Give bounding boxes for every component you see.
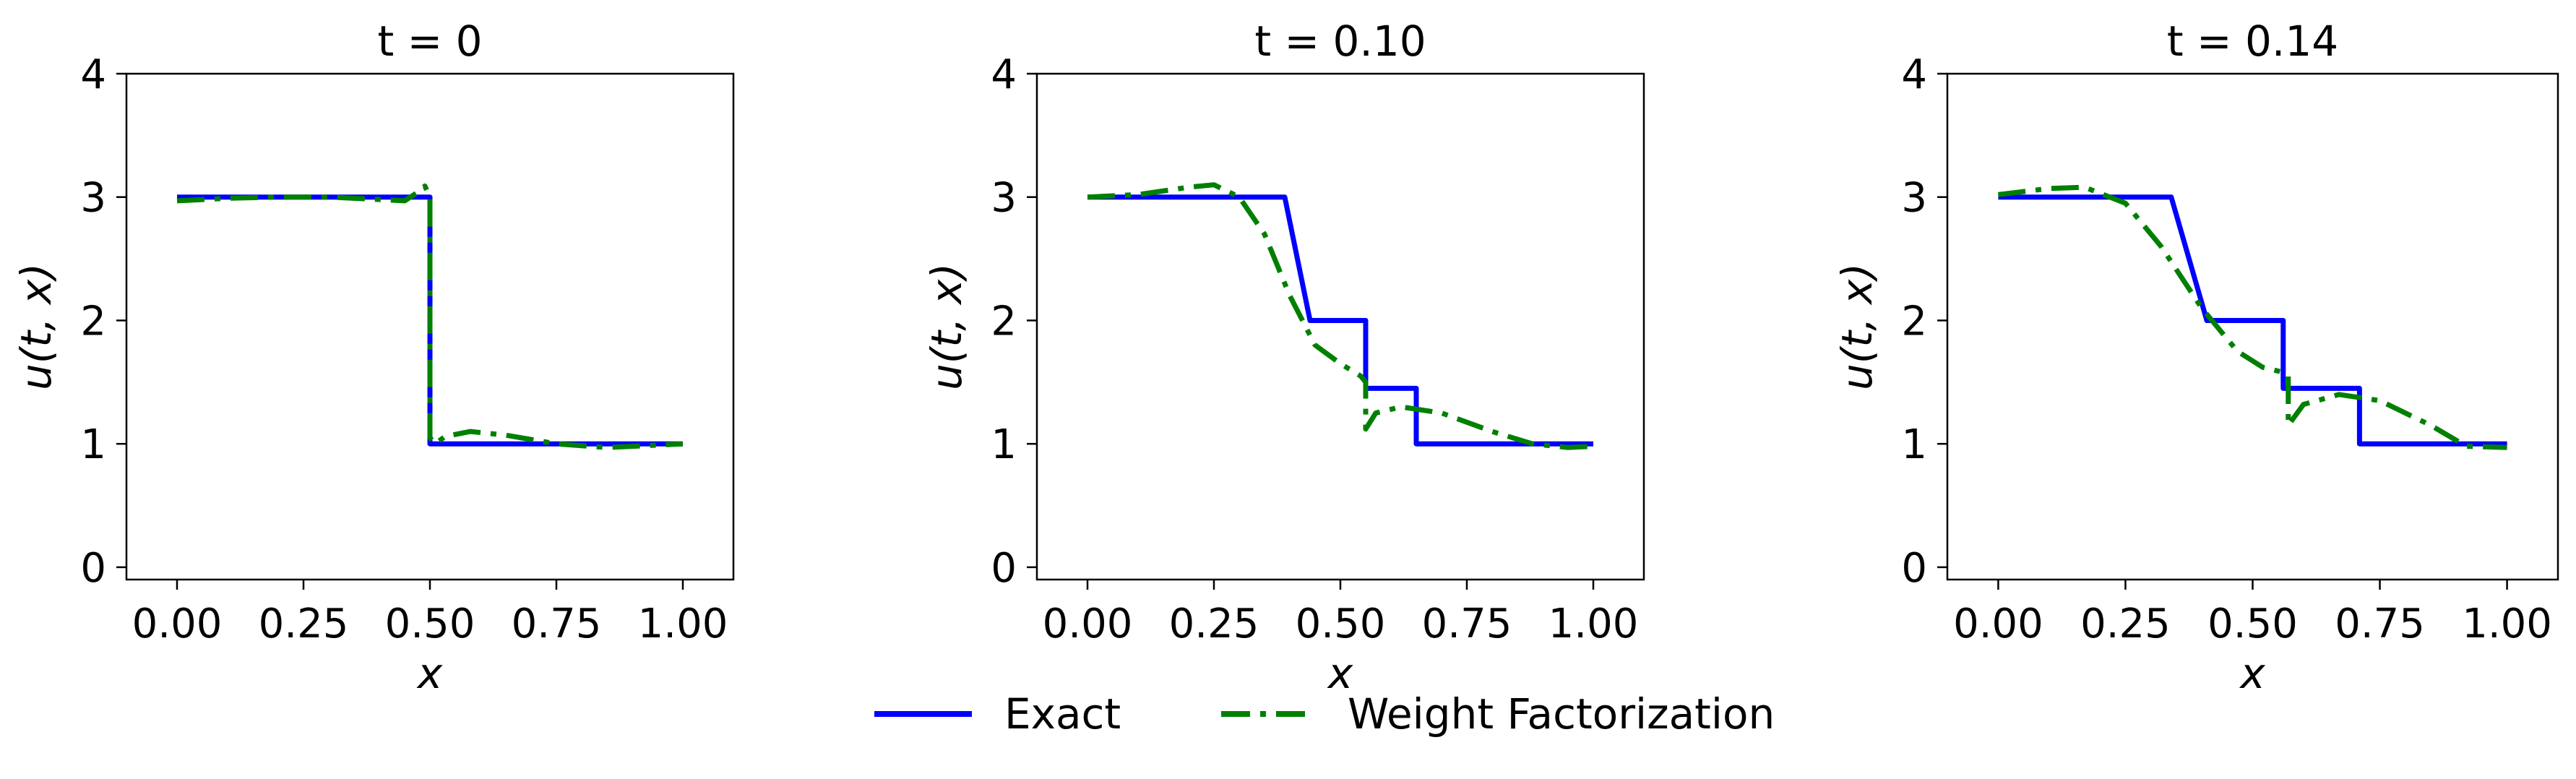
x-tick-label: 1.00 [1548,601,1639,647]
x-tick-label: 0.50 [2207,601,2298,647]
y-tick-label: 0 [1901,545,1927,592]
x-tick-label: 0.25 [1169,601,1259,647]
x-tick-label: 0.25 [2080,601,2171,647]
y-tick-label: 1 [991,421,1017,468]
series-weight-factorization-line [1997,184,2507,450]
subplot-title: t = 0.14 [2167,17,2338,66]
x-axis-label: x [1327,649,1353,698]
x-tick-label: 0.75 [512,601,602,647]
y-tick-label: 4 [1901,51,1927,98]
y-axis-label: u(t, x) [922,263,971,390]
y-tick-label: 4 [991,51,1017,98]
y-tick-label: 3 [991,175,1017,222]
legend: Exact Weight Factorization [874,689,1775,739]
y-tick-label: 0 [80,545,106,592]
x-tick-label: 0.25 [259,601,349,647]
x-tick-label: 1.00 [638,601,728,647]
axes-frame [1035,72,1645,581]
y-tick-label: 1 [80,421,106,468]
y-tick-label: 2 [991,298,1017,345]
x-tick-label: 0.00 [1953,601,2043,647]
x-tick-label: 1.00 [2462,601,2552,647]
x-tick-label: 0.75 [2335,601,2425,647]
subplot-t014: 0.00 0.25 0.50 0.75 1.00 0 1 2 3 4 t = 0.14 x u(t, x… [1832,17,2559,698]
series-exact-line [1998,194,2507,447]
x-tick-label: 0.50 [385,601,475,647]
subplot-title: t = 0 [377,17,482,66]
x-tick-label: 0.00 [1043,601,1133,647]
series-exact-line [1087,194,1593,447]
series-weight-factorization-line [1087,182,1594,450]
y-tick-label: 1 [1901,421,1927,468]
legend-wf-label: Weight Factorization [1348,689,1775,739]
series-weight-factorization-line [176,183,684,450]
x-axis-label: x [416,649,443,698]
legend-exact-label: Exact [1004,689,1121,739]
y-tick-label: 3 [1901,175,1927,222]
x-axis-label: x [2239,649,2265,698]
y-tick-label: 2 [80,298,106,345]
y-tick-label: 3 [80,175,106,222]
y-tick-label: 2 [1901,298,1927,345]
y-axis-label: u(t, x) [12,263,61,390]
subplot-t0: 0.00 0.25 0.50 0.75 1.00 0 1 2 3 4 t = 0 x u(t, x) [12,17,735,698]
y-tick-label: 0 [991,545,1017,592]
x-tick-label: 0.50 [1296,601,1386,647]
y-axis-label: u(t, x) [1832,263,1882,390]
x-tick-label: 0.75 [1422,601,1512,647]
y-tick-label: 4 [80,51,106,98]
x-tick-label: 0.00 [132,601,223,647]
axes-frame [1946,72,2559,581]
subplot-title: t = 0.10 [1254,17,1426,66]
subplot-t010: 0.00 0.25 0.50 0.75 1.00 0 1 2 3 4 t = 0.10 x u(t, x… [922,17,1645,698]
